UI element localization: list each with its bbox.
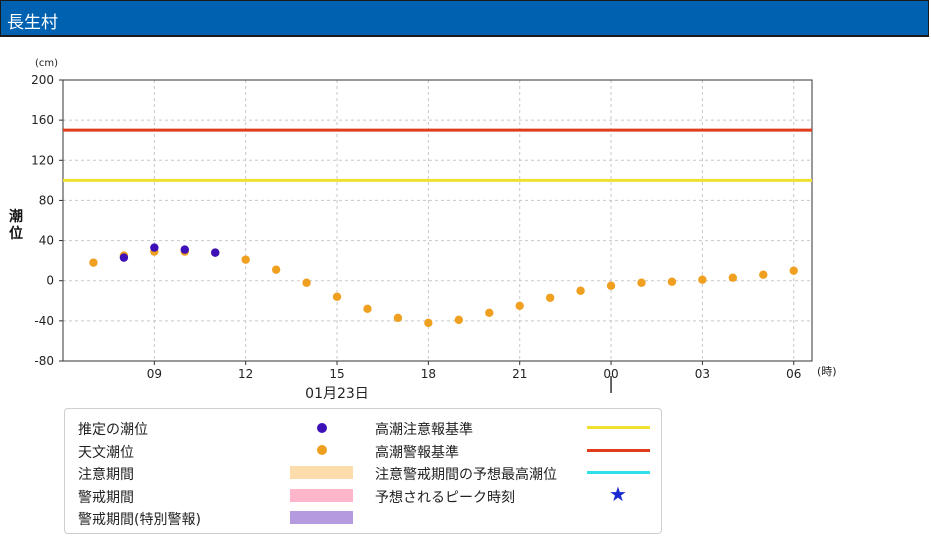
- legend-forecast-peak-swatch: [587, 471, 650, 474]
- legend-forecast-peak-label: 注意警戒期間の予想最高潮位: [375, 467, 557, 483]
- legend-estimated-swatch: [317, 423, 327, 433]
- legend-advisory-standard-label: 高潮注意報基準: [375, 422, 473, 438]
- legend-warning-period-label: 警戒期間: [78, 490, 134, 506]
- data-point: [119, 253, 129, 262]
- x-tick-label: 00: [603, 367, 618, 381]
- x-tick-label: 06: [786, 367, 801, 381]
- data-point: [667, 277, 677, 286]
- plot-frame: [62, 79, 813, 362]
- legend-estimated-label: 推定の潮位: [78, 422, 148, 438]
- y-tick-label: -40: [34, 314, 54, 328]
- data-point: [759, 270, 768, 279]
- data-point: [363, 304, 372, 314]
- legend-warning-period-swatch: [290, 489, 353, 502]
- data-point: [728, 273, 738, 282]
- data-point: [271, 265, 281, 274]
- date-label: 01月23日: [305, 386, 369, 400]
- data-point: [606, 281, 616, 290]
- x-tick-label: 12: [238, 367, 253, 381]
- data-point: [150, 243, 159, 252]
- y-tick-label: 80: [39, 193, 54, 207]
- y-tick-label: 160: [31, 113, 54, 127]
- x-tick-label: 21: [512, 367, 527, 381]
- legend-warning-standard-swatch: [587, 449, 650, 452]
- data-point: [211, 248, 220, 257]
- legend-warning-standard-label: 高潮警報基準: [375, 445, 459, 461]
- legend-astronomical-label: 天文潮位: [78, 445, 134, 461]
- tide-chart: -80 -40 0 40 80 120 160 200 09 12 15 18 21 00 03 06 (cm…: [9, 58, 837, 400]
- x-unit-label: (時): [817, 365, 837, 378]
- data-point: [180, 245, 189, 254]
- page-title: 長生村: [7, 13, 58, 33]
- data-point: [241, 255, 250, 264]
- y-tick-label: -80: [34, 354, 54, 368]
- data-points: [89, 243, 798, 328]
- legend-advisory-standard-swatch: [587, 426, 650, 429]
- legend-special-warning-label: 警戒期間(特別警報): [78, 512, 201, 528]
- svg-text:潮: 潮: [9, 208, 23, 225]
- data-point: [89, 258, 98, 267]
- y-tick-label: 200: [31, 73, 54, 87]
- reference-lines: [63, 128, 812, 182]
- data-point: [576, 286, 585, 295]
- legend-peak-time-star-icon: ★: [609, 482, 627, 506]
- y-tick-label: 0: [46, 274, 54, 288]
- data-point: [789, 266, 798, 275]
- data-point: [332, 292, 342, 301]
- data-point: [698, 275, 707, 284]
- x-tick-label: 18: [421, 367, 436, 381]
- title-bar: 長生村: [0, 0, 929, 37]
- legend-caution-period-label: 注意期間: [78, 467, 134, 483]
- chart-legend: 推定の潮位 天文潮位 注意期間 警戒期間 警戒期間(特別警報) 高潮注意報基準 …: [64, 408, 662, 534]
- legend-special-warning-swatch: [290, 511, 353, 524]
- data-point: [424, 318, 433, 328]
- y-tick-label: 120: [31, 153, 54, 167]
- data-point: [637, 278, 646, 287]
- chart-axes: -80 -40 0 40 80 120 160 200 09 12 15 18 21 00 03 06: [31, 73, 813, 393]
- y-tick-label: 40: [39, 234, 54, 248]
- x-tick-label: 03: [695, 367, 710, 381]
- legend-caution-period-swatch: [290, 466, 353, 479]
- y-axis-title: 潮 位: [9, 208, 23, 242]
- data-point: [545, 293, 555, 302]
- data-point: [302, 278, 311, 287]
- data-point: [454, 315, 464, 325]
- legend-peak-time-label: 予想されるピーク時刻: [375, 490, 515, 506]
- data-point: [515, 301, 524, 311]
- data-point: [393, 313, 403, 323]
- svg-text:位: 位: [9, 225, 23, 242]
- x-tick-label: 15: [329, 367, 344, 381]
- chart-grid: [63, 80, 812, 361]
- y-unit-label: (cm): [35, 58, 58, 69]
- legend-astronomical-swatch: [317, 445, 327, 455]
- data-point: [485, 308, 494, 318]
- x-tick-label: 09: [147, 367, 162, 381]
